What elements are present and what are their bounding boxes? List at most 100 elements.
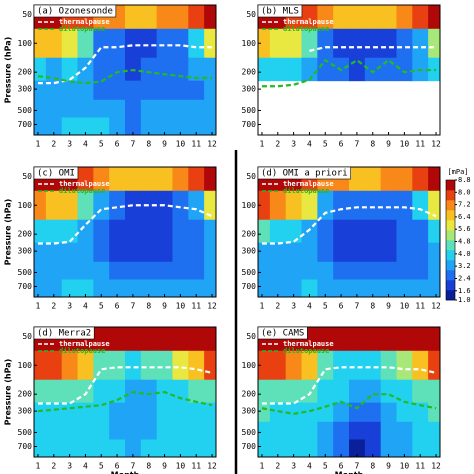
cell [109,439,126,457]
cell [269,219,287,244]
cell [61,219,79,244]
x-tick-label: 5 [323,302,328,311]
cell [269,279,287,297]
cell [156,279,173,297]
cell [428,167,440,192]
cell [77,350,94,381]
legend-label: thermalpause [59,18,110,26]
cell [258,219,271,244]
cell [258,190,271,221]
cell [364,327,382,352]
x-tick-label: 10 [176,302,186,311]
cell [188,379,205,404]
cell [412,242,429,263]
cell [45,242,63,263]
cell [317,261,334,280]
cell [333,219,350,244]
x-axis-label: Month [111,471,140,474]
cell [204,327,216,352]
x-tick-label: 12 [207,302,217,311]
cell [45,439,63,457]
cell [269,242,287,263]
cell [172,99,189,118]
x-tick-label: 2 [51,140,56,149]
cell [45,279,63,297]
cell [333,439,350,457]
cell [93,242,110,263]
cell [156,261,173,280]
x-tick-label: 8 [146,302,151,311]
y-tick-label: 200 [18,68,33,77]
y-axis-label: Pressure (hPa) [4,37,13,104]
cell [140,80,158,101]
cell [93,379,110,404]
y-tick-label: 300 [18,85,33,94]
cell [188,117,205,135]
y-tick-label: 100 [18,201,33,210]
cell [109,350,126,381]
cell [204,99,216,118]
cell [269,57,287,82]
cell [172,421,189,440]
cell [61,421,79,440]
cell [109,261,126,280]
y-tick-label: 50 [246,172,256,181]
cell [34,242,47,263]
cell [77,439,94,457]
cell [317,379,334,404]
cell [156,117,173,135]
cell [428,379,440,404]
cell [349,190,366,221]
cell [109,57,126,82]
cell [125,117,142,135]
colorbar-band [446,280,455,291]
cell [45,57,63,82]
cell [269,28,287,59]
cell [349,28,366,59]
cell [156,80,173,101]
cell [285,439,303,457]
colorbar-band [446,250,455,261]
y-tick-label: 50 [22,172,32,181]
cell [364,28,382,59]
x-tick-label: 9 [386,302,391,311]
cell [45,379,63,404]
x-tick-label: 11 [415,462,425,471]
x-tick-label: 9 [386,462,391,471]
cell [317,421,334,440]
colorbar-band [446,190,455,201]
cell [93,439,110,457]
cell [77,190,94,221]
cell [333,5,350,30]
cell [125,402,142,423]
cell [349,379,366,404]
cell [364,57,382,82]
cell [333,379,350,404]
cell [317,327,334,352]
cell [317,242,334,263]
cell [396,379,413,404]
y-tick-label: 700 [18,120,33,129]
cell [396,242,413,263]
x-tick-label: 10 [400,462,410,471]
legend-label: thermalpause [283,18,334,26]
cell [34,80,47,101]
x-tick-label: 6 [339,462,344,471]
cell [364,242,382,263]
x-tick-label: 7 [130,302,135,311]
x-tick-label: 4 [83,140,88,149]
cell [156,28,173,59]
x-tick-label: 7 [354,462,359,471]
x-tick-label: 4 [307,140,312,149]
cell [140,167,158,192]
cell [396,261,413,280]
cell [412,5,429,30]
x-tick-label: 8 [146,462,151,471]
cell [428,242,440,263]
y-tick-label: 700 [242,120,257,129]
cell [188,402,205,423]
cell [364,421,382,440]
x-tick-label: 3 [67,140,72,149]
cell [412,28,429,59]
cell [317,219,334,244]
